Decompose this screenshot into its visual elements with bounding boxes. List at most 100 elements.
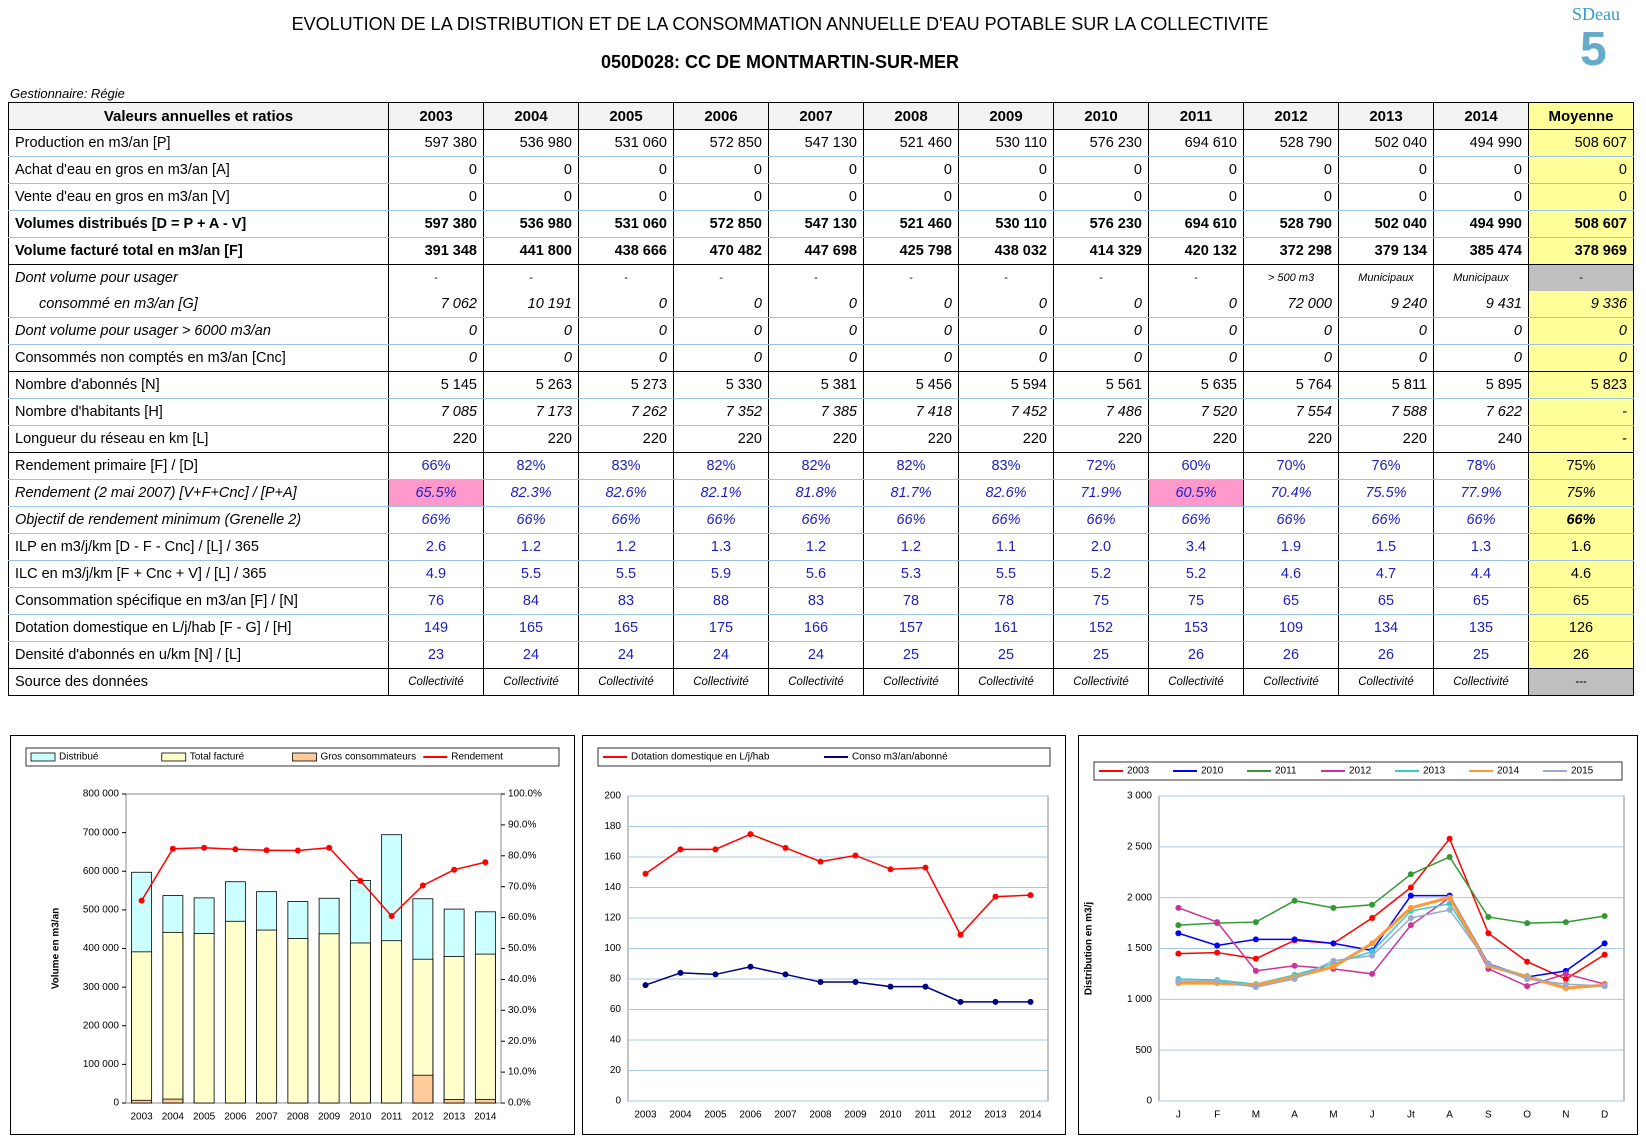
cell: 25 (958, 641, 1054, 669)
cell: 0 (388, 156, 484, 184)
table-row: Rendement (2 mai 2007) [V+F+Cnc] / [P+A]… (8, 479, 1634, 507)
x-tick-label: 2009 (844, 1110, 867, 1121)
cell: 0 (1433, 156, 1529, 184)
y-tick-label: 3 000 (1127, 791, 1152, 802)
cell: 83 (578, 587, 674, 615)
line (1178, 856, 1605, 926)
bar (381, 940, 403, 1104)
cell: 0 (958, 317, 1054, 345)
cell: 1.3 (1433, 533, 1529, 561)
bar (131, 1099, 153, 1104)
cell: 7 062 (388, 291, 484, 318)
cell: 470 482 (673, 237, 769, 265)
cell: 0 (958, 344, 1054, 372)
cell: 0 (1433, 344, 1529, 372)
cell: 165 (483, 614, 579, 642)
bar (474, 953, 496, 1104)
logo-mark: 5 (1580, 23, 1607, 76)
cell: 83% (958, 452, 1054, 480)
cell: 220 (483, 425, 579, 453)
cell: 1.2 (768, 533, 864, 561)
cell: 7 085 (388, 398, 484, 426)
cell: 75% (1528, 452, 1634, 480)
cell: 5 273 (578, 371, 674, 399)
cell: 414 329 (1053, 237, 1149, 265)
x-tick-label: Jt (1407, 1110, 1415, 1121)
marker (1369, 952, 1376, 959)
cell: 7 622 (1433, 398, 1529, 426)
cell: 0 (1338, 156, 1434, 184)
cell: - (863, 264, 959, 291)
row-label: Nombre d'abonnés [N] (8, 371, 389, 399)
table-row: Dotation domestique en L/j/hab [F - G] /… (8, 614, 1634, 642)
bar (256, 929, 278, 1104)
marker (1214, 949, 1221, 956)
cell: 175 (673, 614, 769, 642)
cell: 7 452 (958, 398, 1054, 426)
marker (419, 882, 426, 889)
subtitle: 050D028: CC DE MONTMARTIN-SUR-MER (600, 52, 960, 72)
row-label: Vente d'eau en gros en m3/an [V] (8, 183, 389, 211)
y2-tick-label: 80.0% (508, 850, 536, 861)
y-tick-label: 120 (604, 913, 621, 924)
cell: 5 635 (1148, 371, 1244, 399)
cell: 0 (1148, 291, 1244, 318)
cell: 0 (578, 156, 674, 184)
y-tick-label: 500 000 (83, 905, 120, 916)
cell: 88 (673, 587, 769, 615)
cell: 220 (1053, 425, 1149, 453)
column-header: 2006 (673, 102, 769, 130)
cell: 572 850 (673, 129, 769, 157)
cell: 536 980 (483, 210, 579, 238)
cell: 4.4 (1433, 560, 1529, 588)
line (1178, 896, 1605, 987)
line (1178, 895, 1605, 990)
cell: 26 (1528, 641, 1634, 669)
y-tick-label: 180 (604, 821, 621, 832)
marker (1330, 957, 1337, 964)
x-tick-label: 2010 (879, 1110, 902, 1121)
cell: 82% (863, 452, 959, 480)
table-row: consommé en m3/an [G] 7 062 10 191 0 0 0 0 0 0 0 7… (8, 291, 1634, 318)
cell: 24 (483, 641, 579, 669)
x-tick-label: N (1562, 1110, 1569, 1121)
marker (677, 969, 684, 976)
legend-label: 2015 (1571, 766, 1594, 777)
bar (162, 1098, 184, 1104)
legend-label: 2010 (1201, 766, 1224, 777)
cell: 0 (1148, 156, 1244, 184)
marker (451, 866, 458, 873)
cell: 66% (1338, 506, 1434, 534)
marker (782, 971, 789, 978)
bar (224, 920, 246, 1104)
cell: 153 (1148, 614, 1244, 642)
table-row: Consommation spécifique en m3/an [F] / [… (8, 587, 1634, 615)
cell: 126 (1528, 614, 1634, 642)
cell: 420 132 (1148, 237, 1244, 265)
cell: 109 (1243, 614, 1339, 642)
cell: 220 (1338, 425, 1434, 453)
cell: 0 (1433, 183, 1529, 211)
legend-swatch (30, 752, 56, 762)
column-header: 2003 (388, 102, 484, 130)
marker (1252, 967, 1259, 974)
marker (294, 847, 301, 854)
marker (712, 971, 719, 978)
cell: 0 (958, 183, 1054, 211)
cell: 0 (1243, 156, 1339, 184)
marker (1562, 976, 1569, 982)
x-tick-label: J (1176, 1110, 1181, 1121)
cell: 597 380 (388, 129, 484, 157)
cell: 0 (768, 344, 864, 372)
cell: 66% (768, 506, 864, 534)
cell: - (578, 264, 674, 291)
marker (1027, 998, 1034, 1005)
cell: 447 698 (768, 237, 864, 265)
table-row: Longueur du réseau en km [L] 220 220 220 220… (8, 425, 1634, 453)
cell: 82% (673, 452, 769, 480)
cell: 0 (863, 317, 959, 345)
column-header: 2005 (578, 102, 674, 130)
cell: 391 348 (388, 237, 484, 265)
row-label: ILC en m3/j/km [F + Cnc + V] / [L] / 365 (8, 560, 389, 588)
